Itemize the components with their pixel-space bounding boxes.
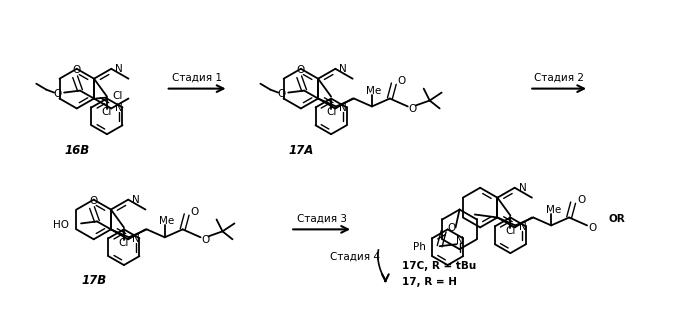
Text: O: O [277, 88, 285, 99]
Text: O: O [89, 196, 97, 206]
Text: O: O [53, 88, 62, 99]
Text: Ph: Ph [413, 242, 426, 252]
Text: N: N [519, 223, 526, 232]
Text: N: N [339, 103, 347, 113]
Text: 17B: 17B [81, 275, 106, 288]
Text: O: O [296, 65, 304, 75]
Text: N: N [339, 64, 347, 74]
Text: O: O [398, 76, 406, 86]
Text: Me: Me [366, 86, 382, 96]
Text: Стадия 1: Стадия 1 [172, 73, 222, 83]
Text: N: N [115, 64, 123, 74]
Text: O: O [447, 223, 456, 233]
Text: Cl: Cl [505, 226, 516, 236]
Text: O: O [191, 207, 199, 217]
Text: HO: HO [53, 220, 69, 230]
Text: Стадия 4: Стадия 4 [330, 252, 380, 262]
Text: 17A: 17A [288, 144, 314, 157]
Text: 17, R = H: 17, R = H [402, 277, 456, 287]
Text: Стадия 3: Стадия 3 [297, 213, 347, 223]
Text: Cl: Cl [112, 91, 122, 100]
Text: O: O [577, 195, 585, 205]
Text: O: O [72, 65, 80, 75]
Text: N: N [456, 236, 463, 246]
Text: OR: OR [609, 215, 626, 224]
Text: O: O [409, 104, 417, 114]
Text: N: N [132, 195, 140, 205]
Text: 16B: 16B [64, 144, 89, 157]
Text: Me: Me [159, 217, 174, 226]
Text: Cl: Cl [326, 107, 336, 117]
Text: O: O [201, 235, 210, 245]
Text: Cl: Cl [102, 107, 112, 117]
Text: Cl: Cl [119, 238, 129, 248]
Text: O: O [588, 223, 596, 233]
Text: Me: Me [545, 204, 561, 215]
Text: N: N [519, 183, 526, 193]
Text: Стадия 2: Стадия 2 [534, 73, 584, 83]
Text: N: N [115, 103, 123, 113]
Text: N: N [132, 234, 140, 244]
Text: 17C, R = tBu: 17C, R = tBu [402, 261, 476, 271]
